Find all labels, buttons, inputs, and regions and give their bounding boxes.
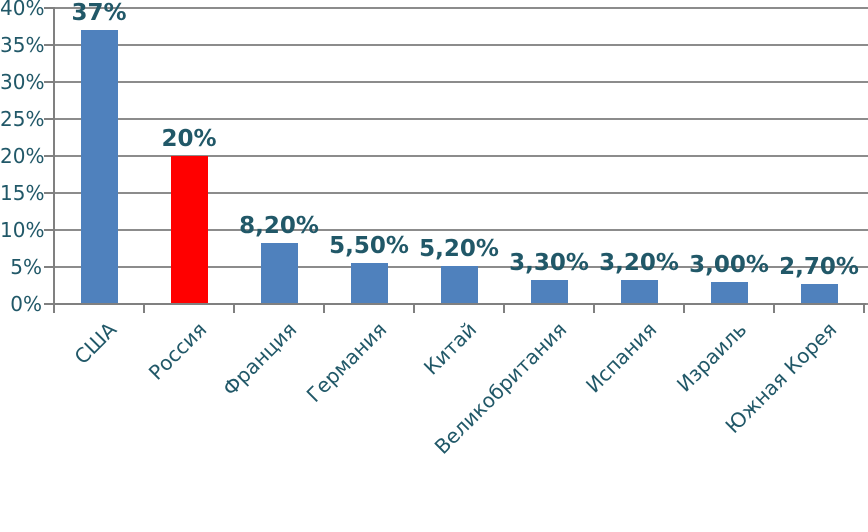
y-tick [44,266,55,268]
x-tick [233,304,235,313]
value-label-Китай: 5,20% [419,235,499,262]
gridline-30% [54,81,868,83]
gridline-35% [54,44,868,46]
x-tick [773,304,775,313]
value-label-Россия: 20% [161,126,217,152]
x-tick [863,304,865,313]
value-label-Израиль: 3,00% [689,251,769,278]
value-label-Франция: 8,20% [239,213,319,240]
x-tick [53,304,55,313]
y-tick [44,81,55,83]
bar-Германия [350,263,388,304]
value-label-Великобритания: 3,30% [509,249,589,276]
y-tick [44,303,55,305]
bar-Франция [260,243,298,304]
bar-Израиль [710,281,748,304]
y-axis-tick-label: 35% [0,33,45,57]
y-axis-tick-label: 30% [0,70,45,94]
y-axis-tick-label: 15% [0,181,45,205]
x-tick [413,304,415,313]
y-axis-tick-label: 10% [0,218,45,242]
x-tick [143,304,145,313]
value-label-Германия: 5,50% [329,233,409,260]
value-label-Южная Корея: 2,70% [779,254,859,281]
value-label-Испания: 3,20% [599,250,679,277]
y-tick [44,155,55,157]
bar-Великобритания [530,279,568,304]
gridline-40% [54,7,868,9]
x-tick [683,304,685,313]
y-axis-tick-label: 0% [10,292,42,316]
bar-США [80,30,118,304]
bar-Южная Корея [800,284,838,304]
y-tick [44,7,55,9]
y-tick [44,192,55,194]
y-axis-tick-label: 5% [10,255,42,279]
gridline-10% [54,229,868,231]
y-tick [44,44,55,46]
bar-Испания [620,280,658,304]
gridline-25% [54,118,868,120]
gridline-20% [54,155,868,157]
y-axis-line [53,7,55,307]
bar-Россия [170,156,208,304]
gridline-15% [54,192,868,194]
bar-chart: 0% 5% 10% 15% 20% 25% 30% 35% 40% 37% 20% 8,20% 5,5… [0,0,868,459]
x-tick [503,304,505,313]
x-axis-line [54,303,866,305]
x-tick [593,304,595,313]
x-tick [323,304,325,313]
y-tick [44,229,55,231]
y-axis-tick-label: 40% [0,0,45,20]
value-label-США: 37% [71,0,127,27]
y-axis-tick-label: 20% [0,144,45,168]
y-axis-tick-label: 25% [0,107,45,131]
y-tick [44,118,55,120]
bar-Китай [440,265,478,304]
